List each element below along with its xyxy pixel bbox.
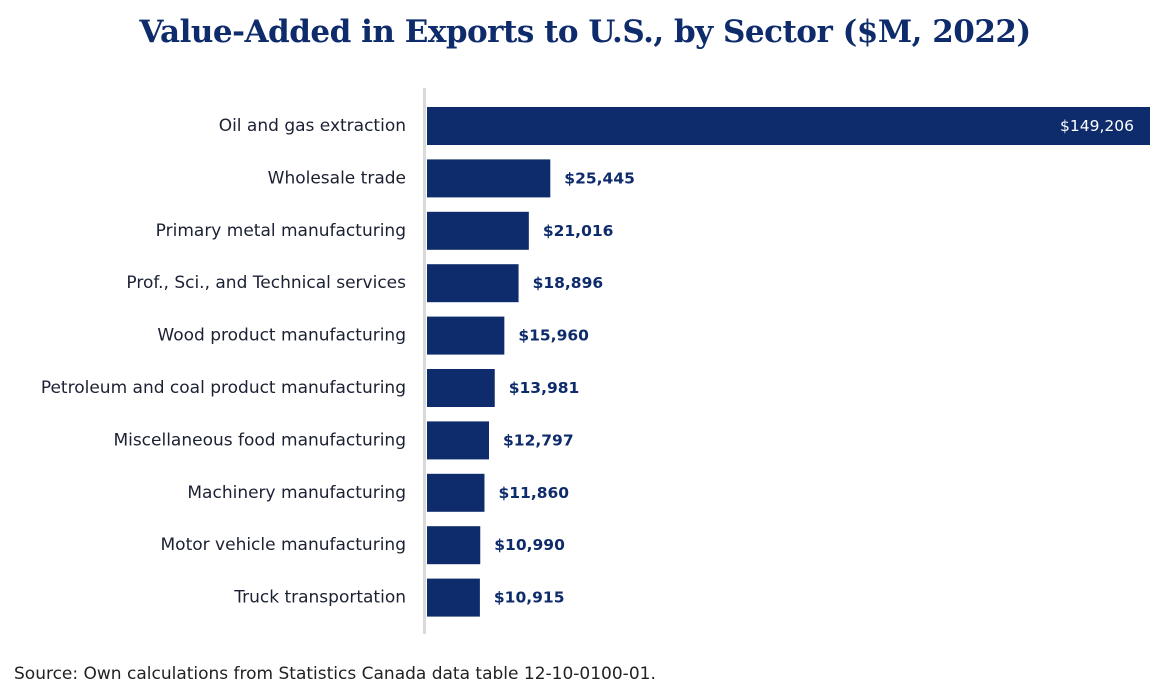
value-label: $25,445: [564, 169, 635, 187]
bar: [427, 107, 1150, 145]
value-label: $149,206: [1060, 117, 1134, 135]
category-label: Wood product manufacturing: [157, 326, 406, 346]
category-label: Motor vehicle manufacturing: [161, 535, 406, 555]
value-label: $13,981: [509, 379, 580, 397]
value-label: $11,860: [498, 484, 569, 502]
bar: [427, 316, 505, 355]
bar: [427, 578, 480, 617]
category-label: Truck transportation: [233, 588, 406, 608]
chart-title: Value-Added in Exports to U.S., by Secto…: [139, 14, 1031, 50]
category-label: Prof., Sci., and Technical services: [126, 273, 406, 293]
bar: [427, 159, 551, 198]
bar: [427, 211, 529, 250]
value-label: $12,797: [503, 431, 574, 449]
category-label: Miscellaneous food manufacturing: [113, 430, 406, 450]
bar: [427, 526, 481, 565]
value-label: $15,960: [518, 327, 589, 345]
category-label: Primary metal manufacturing: [156, 221, 406, 241]
bar-chart: Oil and gas extraction $149,206 Wholesale …: [41, 88, 1150, 634]
y-axis-line: [423, 88, 426, 634]
bar: [427, 369, 495, 407]
category-label: Petroleum and coal product manufacturing: [41, 378, 406, 398]
value-label: $18,896: [533, 274, 604, 292]
value-label: $10,990: [494, 536, 565, 554]
category-label: Machinery manufacturing: [187, 483, 406, 503]
bar: [427, 264, 519, 303]
category-label: Wholesale trade: [268, 168, 406, 188]
category-label: Oil and gas extraction: [219, 116, 406, 136]
value-label: $10,915: [494, 589, 565, 607]
bar: [427, 473, 485, 512]
value-label: $21,016: [543, 222, 614, 240]
bar: [427, 421, 490, 460]
source-note: Source: Own calculations from Statistics…: [14, 664, 656, 684]
